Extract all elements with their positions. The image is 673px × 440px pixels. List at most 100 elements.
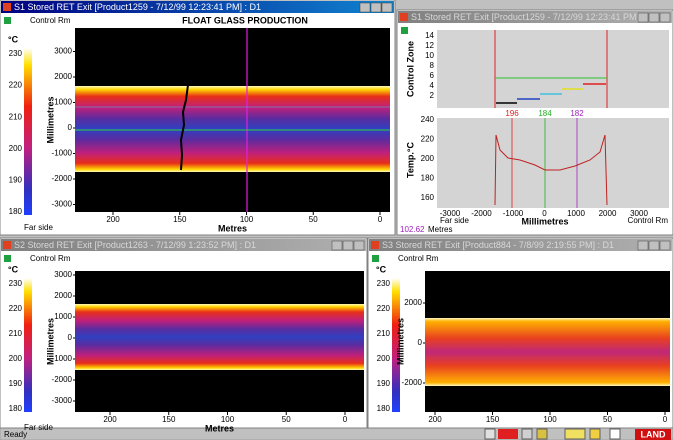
minimize-button[interactable] <box>637 12 649 23</box>
scale-tick: 230 <box>377 279 391 288</box>
scale-tick: 200 <box>9 354 23 363</box>
color-bar <box>392 278 400 412</box>
far-side-label: Far side <box>440 216 469 225</box>
status-icon <box>372 255 379 262</box>
window-icon <box>3 241 11 249</box>
position-value: 102.62 <box>400 225 425 234</box>
zone-tick: 6 <box>430 71 435 80</box>
scale-unit: °C <box>8 264 19 274</box>
tool-icon[interactable] <box>498 429 518 439</box>
side-label: Control Rm <box>398 254 439 263</box>
zone-tick: 10 <box>425 51 434 60</box>
window-title: S1 Stored RET Exit [Product1259 - 7/12/9… <box>411 12 646 22</box>
scale-tick: 180 <box>9 404 23 413</box>
window-icon <box>3 3 11 11</box>
status-icon <box>4 255 11 262</box>
heading: FLOAT GLASS PRODUCTION <box>182 15 308 25</box>
logo-box <box>635 429 671 440</box>
y-tick-label: -1000 <box>52 149 73 158</box>
close-button[interactable] <box>381 2 393 13</box>
scale-tick: 220 <box>9 81 23 90</box>
x-tick-label: 2000 <box>599 209 617 218</box>
x-tick-label: 100 <box>543 415 557 424</box>
scale-tick: 210 <box>9 329 23 338</box>
title-bar <box>1 1 394 13</box>
x-tick-label: 50 <box>309 215 318 224</box>
minimize-button[interactable] <box>331 240 343 251</box>
side-label: Control Rm <box>30 254 71 263</box>
y-tick-label: 3000 <box>54 47 72 56</box>
close-button[interactable] <box>659 12 671 23</box>
color-bar <box>24 48 32 215</box>
scale-tick: 200 <box>377 354 391 363</box>
x-tick-label: 3000 <box>630 209 648 218</box>
close-button[interactable] <box>353 240 365 251</box>
far-side-label: Far side <box>24 223 53 232</box>
tool-icon[interactable] <box>536 428 548 440</box>
y-tick-label: 2000 <box>404 298 422 307</box>
title-bar <box>398 11 672 23</box>
temperature-band <box>75 86 390 172</box>
defect-trace <box>179 84 189 171</box>
title-bar <box>1 239 366 251</box>
x-tick-label: 0 <box>663 415 668 424</box>
y-axis-label: Millimetres <box>45 318 55 365</box>
scale-tick: 190 <box>9 176 23 185</box>
zone-tick: 14 <box>425 31 434 40</box>
close-button[interactable] <box>659 240 671 251</box>
y-tick-label: 0 <box>68 333 73 342</box>
temperature-band <box>75 304 364 370</box>
scale-unit: °C <box>8 34 19 44</box>
temperature-band <box>425 318 670 386</box>
temp-tick: 200 <box>421 154 435 163</box>
zone-tick: 8 <box>430 61 435 70</box>
maximize-button[interactable] <box>648 12 660 23</box>
x-tick-label: 50 <box>282 415 291 424</box>
scale-tick: 220 <box>377 304 391 313</box>
x-tick-label: 150 <box>486 415 500 424</box>
tool-icon[interactable] <box>521 428 533 440</box>
x-tick-label: 50 <box>603 415 612 424</box>
x-tick-label: 200 <box>428 415 442 424</box>
position-unit: Metres <box>428 225 452 234</box>
maximize-button[interactable] <box>342 240 354 251</box>
y-axis-label: Millimetres <box>45 96 55 143</box>
x-tick-label: 100 <box>240 215 254 224</box>
scale-tick: 230 <box>9 279 23 288</box>
x-tick-label: 1000 <box>567 209 585 218</box>
zone-tick: 12 <box>425 41 434 50</box>
scale-tick: 190 <box>9 379 23 388</box>
zone-tick: 4 <box>430 81 435 90</box>
y-tick-label: 1000 <box>54 98 72 107</box>
color-bar <box>24 278 32 412</box>
x-tick-label: 200 <box>106 215 120 224</box>
x-tick-label: -3000 <box>440 209 461 218</box>
x-tick-label: 100 <box>221 415 235 424</box>
scale-tick: 210 <box>377 329 391 338</box>
tool-icon[interactable] <box>609 428 621 440</box>
side-label: Control Rm <box>30 16 71 25</box>
tool-icon[interactable] <box>589 428 601 440</box>
scale-tick: 210 <box>9 112 23 121</box>
maximize-button[interactable] <box>370 2 382 13</box>
far-side-label: Far side <box>24 423 53 432</box>
y-tick-label: -2000 <box>52 174 73 183</box>
scale-tick: 220 <box>9 304 23 313</box>
y-tick-label: -1000 <box>52 354 73 363</box>
minimize-button[interactable] <box>359 2 371 13</box>
x-tick-label: 150 <box>162 415 176 424</box>
temp-tick: 160 <box>421 193 435 202</box>
tool-icon[interactable] <box>484 428 496 440</box>
marker-label: 196 <box>505 109 519 118</box>
maximize-button[interactable] <box>648 240 660 251</box>
y-tick-label: 0 <box>68 123 73 132</box>
zone-label: Control Zone <box>405 41 415 97</box>
temp-tick: 180 <box>421 174 435 183</box>
marker-label: 184 <box>538 109 552 118</box>
zone-panel <box>437 30 669 108</box>
minimize-button[interactable] <box>637 240 649 251</box>
x-tick-label: -1000 <box>503 209 524 218</box>
tool-icon[interactable] <box>564 428 586 440</box>
scale-tick: 230 <box>9 49 23 58</box>
temp-label: Temp.°C <box>405 142 415 178</box>
